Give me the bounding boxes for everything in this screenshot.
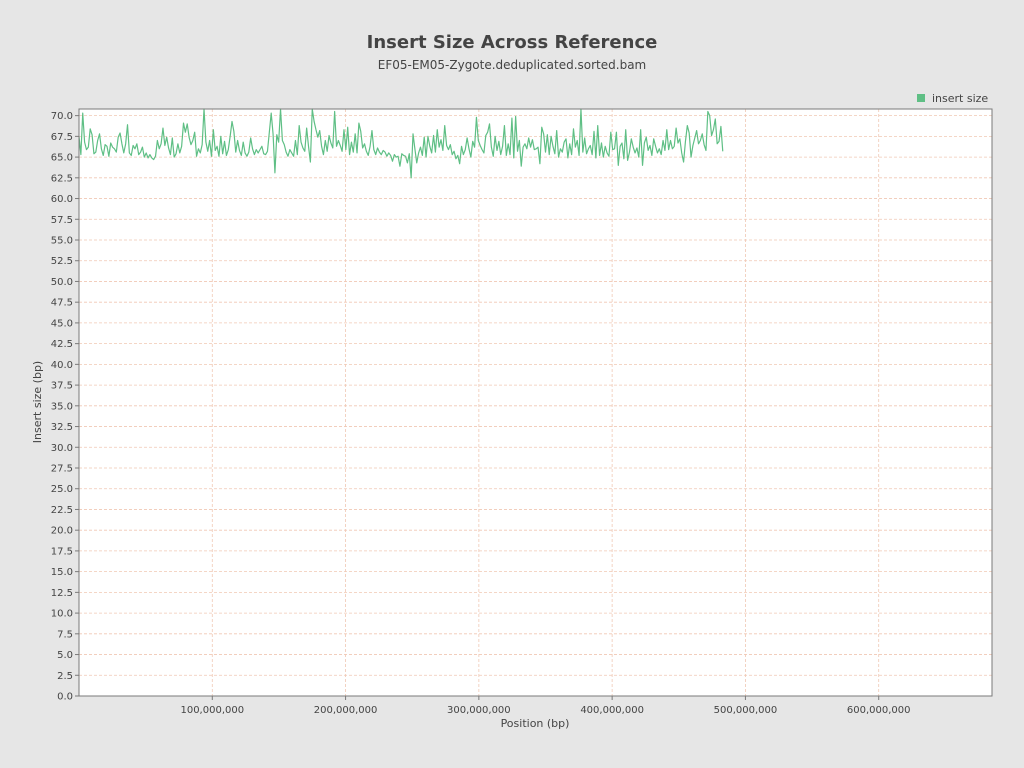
y-tick-label: 0.0: [57, 692, 73, 703]
chart-title: Insert Size Across Reference: [367, 32, 658, 53]
x-tick-label: 200,000,000: [314, 705, 378, 716]
y-tick-label: 55.0: [51, 235, 73, 246]
plot-border: [78, 108, 993, 697]
y-tick-label: 7.5: [57, 629, 73, 640]
y-tick-label: 17.5: [51, 546, 73, 557]
y-tick-label: 60.0: [51, 194, 73, 205]
x-tick-label: 600,000,000: [847, 705, 911, 716]
y-tick-label: 12.5: [51, 588, 73, 599]
chart-subtitle: EF05-EM05-Zygote.deduplicated.sorted.bam: [378, 58, 647, 72]
x-axis-label: Position (bp): [501, 717, 570, 730]
y-tick-label: 35.0: [51, 401, 73, 412]
y-tick-label: 52.5: [51, 256, 73, 267]
x-tick-label: 500,000,000: [714, 705, 778, 716]
y-tick-label: 70.0: [51, 111, 73, 122]
y-tick-label: 2.5: [57, 671, 73, 682]
legend-swatch: [917, 94, 925, 102]
y-tick-label: 67.5: [51, 132, 73, 143]
x-axis-ticks: 100,000,000 200,000,000 300,000,000 400,000…: [180, 696, 911, 716]
series-line-insert-size: [78, 108, 724, 179]
y-tick-label: 37.5: [51, 381, 73, 392]
y-tick-label: 30.0: [51, 443, 73, 454]
y-tick-label: 22.5: [51, 505, 73, 516]
series-layer: [78, 108, 724, 179]
legend-label: insert size: [932, 92, 988, 105]
y-axis-ticks: 0.0 2.5 5.0 7.5 10.0 12.5 15.0 17.5 20.0 22.5 25.0…: [51, 111, 79, 703]
y-tick-label: 40.0: [51, 360, 73, 371]
y-tick-label: 5.0: [57, 650, 73, 661]
plot-area: [79, 109, 992, 696]
y-tick-label: 45.0: [51, 318, 73, 329]
y-tick-label: 15.0: [51, 567, 73, 578]
legend: insert size: [917, 92, 988, 105]
grid-lines: [79, 109, 992, 696]
x-tick-label: 300,000,000: [447, 705, 511, 716]
y-axis-label: Insert size (bp): [31, 361, 44, 443]
y-tick-label: 62.5: [51, 173, 73, 184]
y-tick-label: 32.5: [51, 422, 73, 433]
x-tick-label: 400,000,000: [580, 705, 644, 716]
y-tick-label: 65.0: [51, 153, 73, 164]
y-tick-label: 20.0: [51, 526, 73, 537]
y-tick-label: 50.0: [51, 277, 73, 288]
y-tick-label: 42.5: [51, 339, 73, 350]
y-tick-label: 57.5: [51, 215, 73, 226]
y-tick-label: 25.0: [51, 484, 73, 495]
y-tick-label: 27.5: [51, 463, 73, 474]
y-tick-label: 10.0: [51, 609, 73, 620]
y-tick-label: 47.5: [51, 298, 73, 309]
x-tick-label: 100,000,000: [180, 705, 244, 716]
